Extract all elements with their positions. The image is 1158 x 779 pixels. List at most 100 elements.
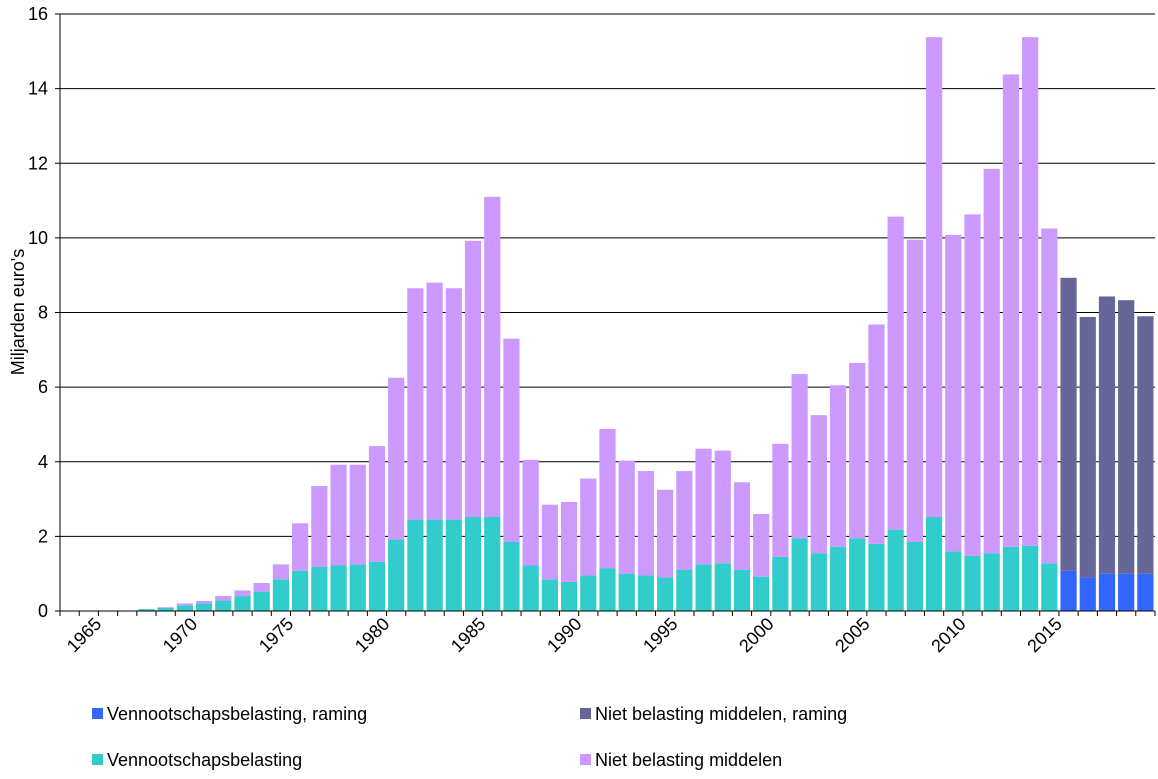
bar-segment — [503, 541, 520, 611]
x-tick-label: 1980 — [351, 614, 393, 656]
bar-segment — [368, 446, 386, 562]
bar-segment — [311, 566, 328, 611]
bar-segment — [829, 546, 847, 611]
bar-segment — [676, 569, 693, 611]
y-axis-label: Miljarden euro's — [8, 249, 28, 376]
bar-segment — [215, 596, 232, 601]
bar-segment — [311, 486, 328, 567]
bar-segment — [407, 288, 424, 520]
bar-segment — [464, 240, 482, 517]
bar-segment — [580, 478, 597, 576]
legend-swatch — [580, 754, 591, 765]
legend-label: Vennootschapsbelasting, raming — [107, 704, 367, 724]
bar-segment — [138, 609, 155, 611]
bar-segment — [426, 519, 443, 611]
bar-segment — [695, 448, 712, 565]
y-tick-label: 4 — [38, 452, 48, 472]
bar-segment — [810, 553, 827, 611]
x-tick-label: 1985 — [447, 614, 489, 656]
legend-swatch — [92, 708, 103, 719]
bar-segment — [426, 282, 443, 520]
bar-segment — [657, 577, 674, 611]
bar-segment — [925, 37, 943, 517]
bar-segment — [945, 551, 962, 611]
bar-segment — [906, 239, 923, 542]
bar-segment — [176, 605, 193, 611]
bar-segment — [695, 564, 712, 611]
bar-segment — [868, 543, 885, 611]
bar-segment — [1022, 37, 1039, 546]
bar-segment — [868, 324, 885, 544]
bar-segment — [1098, 573, 1116, 611]
bar-segment — [157, 607, 174, 609]
bar-segment — [1118, 300, 1135, 574]
legend-swatch — [92, 754, 103, 765]
bar-segment — [560, 502, 578, 582]
bar-segment — [772, 443, 789, 557]
bar-segment — [1079, 316, 1096, 578]
bar-segment — [983, 553, 1000, 611]
bar-segment — [1137, 316, 1154, 574]
bar-segment — [772, 556, 789, 611]
bar-segment — [657, 489, 674, 578]
bar-segment — [810, 415, 827, 554]
bar-segment — [541, 504, 558, 580]
bar-segment — [618, 573, 635, 611]
bar-segment — [599, 568, 616, 611]
bar-segment — [753, 576, 770, 611]
bar-segment — [1002, 74, 1020, 547]
bar-segment — [1060, 570, 1077, 611]
bar-segment — [522, 459, 539, 566]
y-tick-label: 0 — [38, 601, 48, 621]
bar-segment — [330, 464, 347, 566]
bar-segment — [215, 600, 232, 611]
bar-segment — [599, 428, 616, 569]
x-tick-label: 1965 — [63, 614, 105, 656]
y-tick-label: 16 — [28, 4, 48, 24]
bar-segment — [829, 385, 847, 547]
bar-segment — [368, 561, 386, 611]
bar-segment — [292, 570, 309, 611]
bar-segment — [445, 288, 462, 520]
bar-segment — [791, 374, 808, 539]
y-tick-label: 2 — [38, 526, 48, 546]
bar-segment — [253, 591, 270, 611]
bar-segment — [791, 538, 808, 611]
bar-segment — [714, 563, 731, 611]
bar-segment — [349, 464, 366, 565]
y-tick-label: 12 — [28, 153, 48, 173]
bar-segment — [388, 377, 405, 540]
bar-segment — [1041, 228, 1058, 564]
bar-segment — [733, 569, 751, 611]
bar-segment — [637, 471, 655, 576]
x-tick-label: 2010 — [927, 614, 969, 656]
bar-segment — [195, 603, 213, 611]
x-tick-label: 2000 — [735, 614, 777, 656]
legend-swatch — [580, 708, 591, 719]
bar-segment — [849, 362, 866, 539]
bar-segment — [234, 590, 251, 597]
bar-segment — [1118, 573, 1135, 611]
bar-segment — [714, 450, 731, 564]
y-tick-label: 14 — [28, 79, 48, 99]
bar-segment — [464, 516, 482, 611]
bar-segment — [945, 234, 962, 552]
y-tick-label: 8 — [38, 303, 48, 323]
bar-segment — [445, 519, 462, 611]
bar-segment — [330, 565, 347, 611]
bar-segment — [733, 482, 751, 570]
bar-segment — [253, 583, 270, 592]
bar-segment — [195, 600, 213, 604]
bar-segment — [292, 523, 309, 571]
legend-label: Niet belasting middelen, raming — [595, 704, 847, 724]
bar-segment — [272, 564, 290, 580]
bar-segment — [541, 579, 558, 611]
y-tick-label: 10 — [28, 228, 48, 248]
bar-segment — [407, 519, 424, 611]
bar-segment — [522, 565, 539, 611]
y-tick-label: 6 — [38, 377, 48, 397]
x-tick-label: 2005 — [831, 614, 873, 656]
bar-segment — [753, 513, 770, 577]
bar-segment — [887, 529, 904, 611]
bar-segment — [272, 579, 290, 611]
